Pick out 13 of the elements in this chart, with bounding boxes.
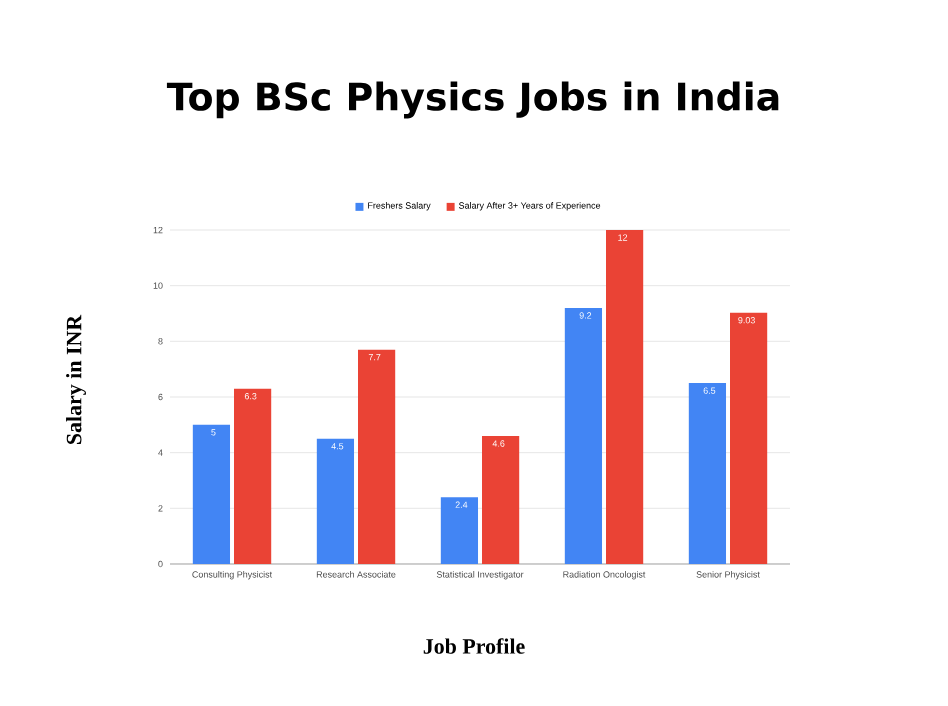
x-axis-title: Job Profile bbox=[423, 638, 525, 654]
chart-title: Top BSc Physics Jobs in India bbox=[166, 81, 779, 119]
bar bbox=[358, 349, 396, 564]
bar bbox=[316, 438, 355, 564]
bar bbox=[234, 388, 272, 564]
bar bbox=[730, 312, 768, 564]
bar bbox=[440, 497, 479, 564]
y-axis-title: Salary in INR bbox=[66, 314, 86, 444]
bar bbox=[606, 229, 644, 564]
bar bbox=[688, 383, 727, 564]
bar bbox=[192, 424, 231, 564]
bar bbox=[482, 435, 520, 564]
bar bbox=[564, 307, 603, 564]
